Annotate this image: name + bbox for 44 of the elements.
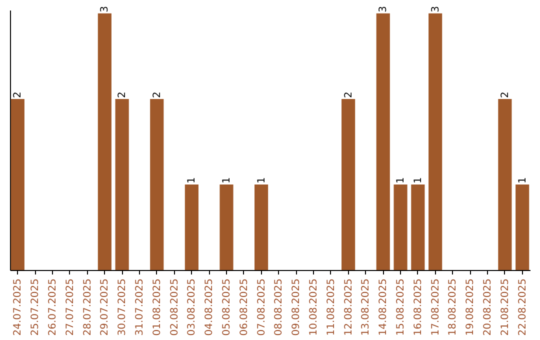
x-tick-label: 24.07.2025 bbox=[12, 278, 24, 336]
x-tick-label: 19.08.2025 bbox=[465, 278, 476, 336]
x-tick-label: 07.08.2025 bbox=[256, 278, 268, 336]
x-tick-label: 15.08.2025 bbox=[396, 278, 407, 336]
data-label: 2 bbox=[152, 92, 163, 98]
data-label: 2 bbox=[343, 92, 354, 98]
data-label: 2 bbox=[117, 92, 128, 98]
x-tick-label: 20.08.2025 bbox=[482, 278, 494, 336]
x-tick-label: 05.08.2025 bbox=[221, 278, 232, 336]
x-tick-label: 17.08.2025 bbox=[430, 278, 442, 336]
data-label: 2 bbox=[500, 92, 511, 98]
x-tick-label: 26.07.2025 bbox=[47, 278, 58, 336]
data-label: 2 bbox=[12, 92, 24, 98]
data-label: 1 bbox=[186, 177, 198, 184]
x-tick-label: 27.07.2025 bbox=[64, 278, 76, 336]
x-tick-label: 08.08.2025 bbox=[274, 278, 285, 336]
x-tick-label: 02.08.2025 bbox=[169, 278, 180, 336]
x-tick-label: 14.08.2025 bbox=[378, 278, 390, 336]
data-label: 1 bbox=[396, 177, 407, 184]
data-label: 3 bbox=[378, 6, 390, 12]
x-tick-label: 06.08.2025 bbox=[238, 278, 250, 336]
x-tick-label: 31.07.2025 bbox=[134, 278, 146, 336]
x-tick-label: 13.08.2025 bbox=[360, 278, 372, 336]
x-tick-label: 10.08.2025 bbox=[308, 278, 320, 336]
data-label: 1 bbox=[412, 177, 424, 184]
x-tick-label: 11.08.2025 bbox=[326, 278, 337, 336]
x-tick-label: 28.07.2025 bbox=[82, 278, 94, 336]
x-tick-label: 12.08.2025 bbox=[343, 278, 354, 336]
x-tick-label: 03.08.2025 bbox=[186, 278, 198, 336]
x-tick-label: 04.08.2025 bbox=[204, 278, 216, 336]
data-label: 1 bbox=[517, 177, 528, 184]
x-tick-label: 21.08.2025 bbox=[500, 278, 511, 336]
x-tick-label: 18.08.2025 bbox=[448, 278, 459, 336]
x-tick-label: 09.08.2025 bbox=[291, 278, 302, 336]
x-tick-label: 30.07.2025 bbox=[117, 278, 128, 336]
x-tick-label: 29.07.2025 bbox=[100, 278, 111, 336]
x-tick-label: 01.08.2025 bbox=[152, 278, 163, 336]
data-label: 1 bbox=[221, 177, 232, 184]
data-label: 3 bbox=[100, 6, 111, 12]
data-label: 1 bbox=[256, 177, 268, 184]
x-tick-label: 16.08.2025 bbox=[412, 278, 424, 336]
data-label: 3 bbox=[430, 6, 442, 12]
x-tick-label: 22.08.2025 bbox=[517, 278, 528, 336]
x-tick-label: 25.07.2025 bbox=[30, 278, 42, 336]
